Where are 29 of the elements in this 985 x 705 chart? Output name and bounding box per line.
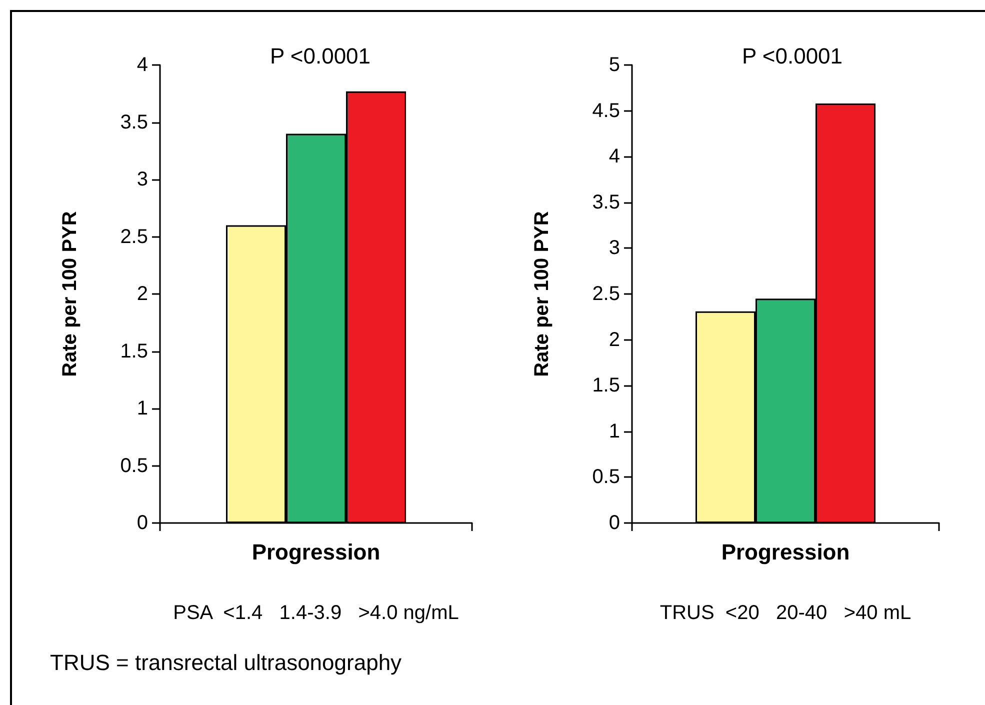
y-tick-label: 0	[136, 512, 148, 534]
x-axis-title: TRUS <20 20-40 >40 mL	[660, 602, 912, 624]
y-tick-label: 3.5	[592, 191, 620, 214]
x-axis-title: PSA <1.4 1.4-3.9 >4.0 ng/mL	[173, 602, 459, 624]
annotation: P <0.0001	[742, 44, 843, 68]
y-tick-label: 1	[608, 420, 620, 442]
y-tick-label: 2.5	[120, 226, 148, 248]
y-tick-label: 1	[136, 398, 148, 420]
y-tick-label: 0	[608, 512, 620, 534]
y-axis-title: Rate per 100 PYR	[531, 210, 553, 377]
y-tick-label: 2	[608, 328, 620, 351]
y-tick-label: 5	[608, 54, 620, 76]
x-tick-label: Progression	[721, 540, 850, 564]
y-tick-label: 1.5	[592, 374, 620, 397]
y-tick-label: 2.5	[592, 283, 620, 305]
x-tick-label: Progression	[252, 540, 380, 564]
annotation: P <0.0001	[270, 44, 371, 68]
y-tick-label: 4.5	[592, 100, 620, 122]
y-tick-label: 1.5	[120, 340, 148, 362]
y-tick-label: 0.5	[120, 454, 148, 477]
y-axis-title: Rate per 100 PYR	[59, 210, 81, 377]
y-tick-label: 3	[136, 168, 148, 190]
y-tick-label: 3	[608, 237, 620, 260]
y-tick-label: 3.5	[120, 111, 148, 134]
y-tick-label: 4	[136, 54, 148, 76]
text: TRUS = transrectal ultrasonography	[50, 650, 402, 676]
y-tick-label: 0.5	[592, 466, 620, 488]
y-tick-label: 2	[136, 283, 148, 305]
y-tick-label: 4	[608, 146, 620, 168]
